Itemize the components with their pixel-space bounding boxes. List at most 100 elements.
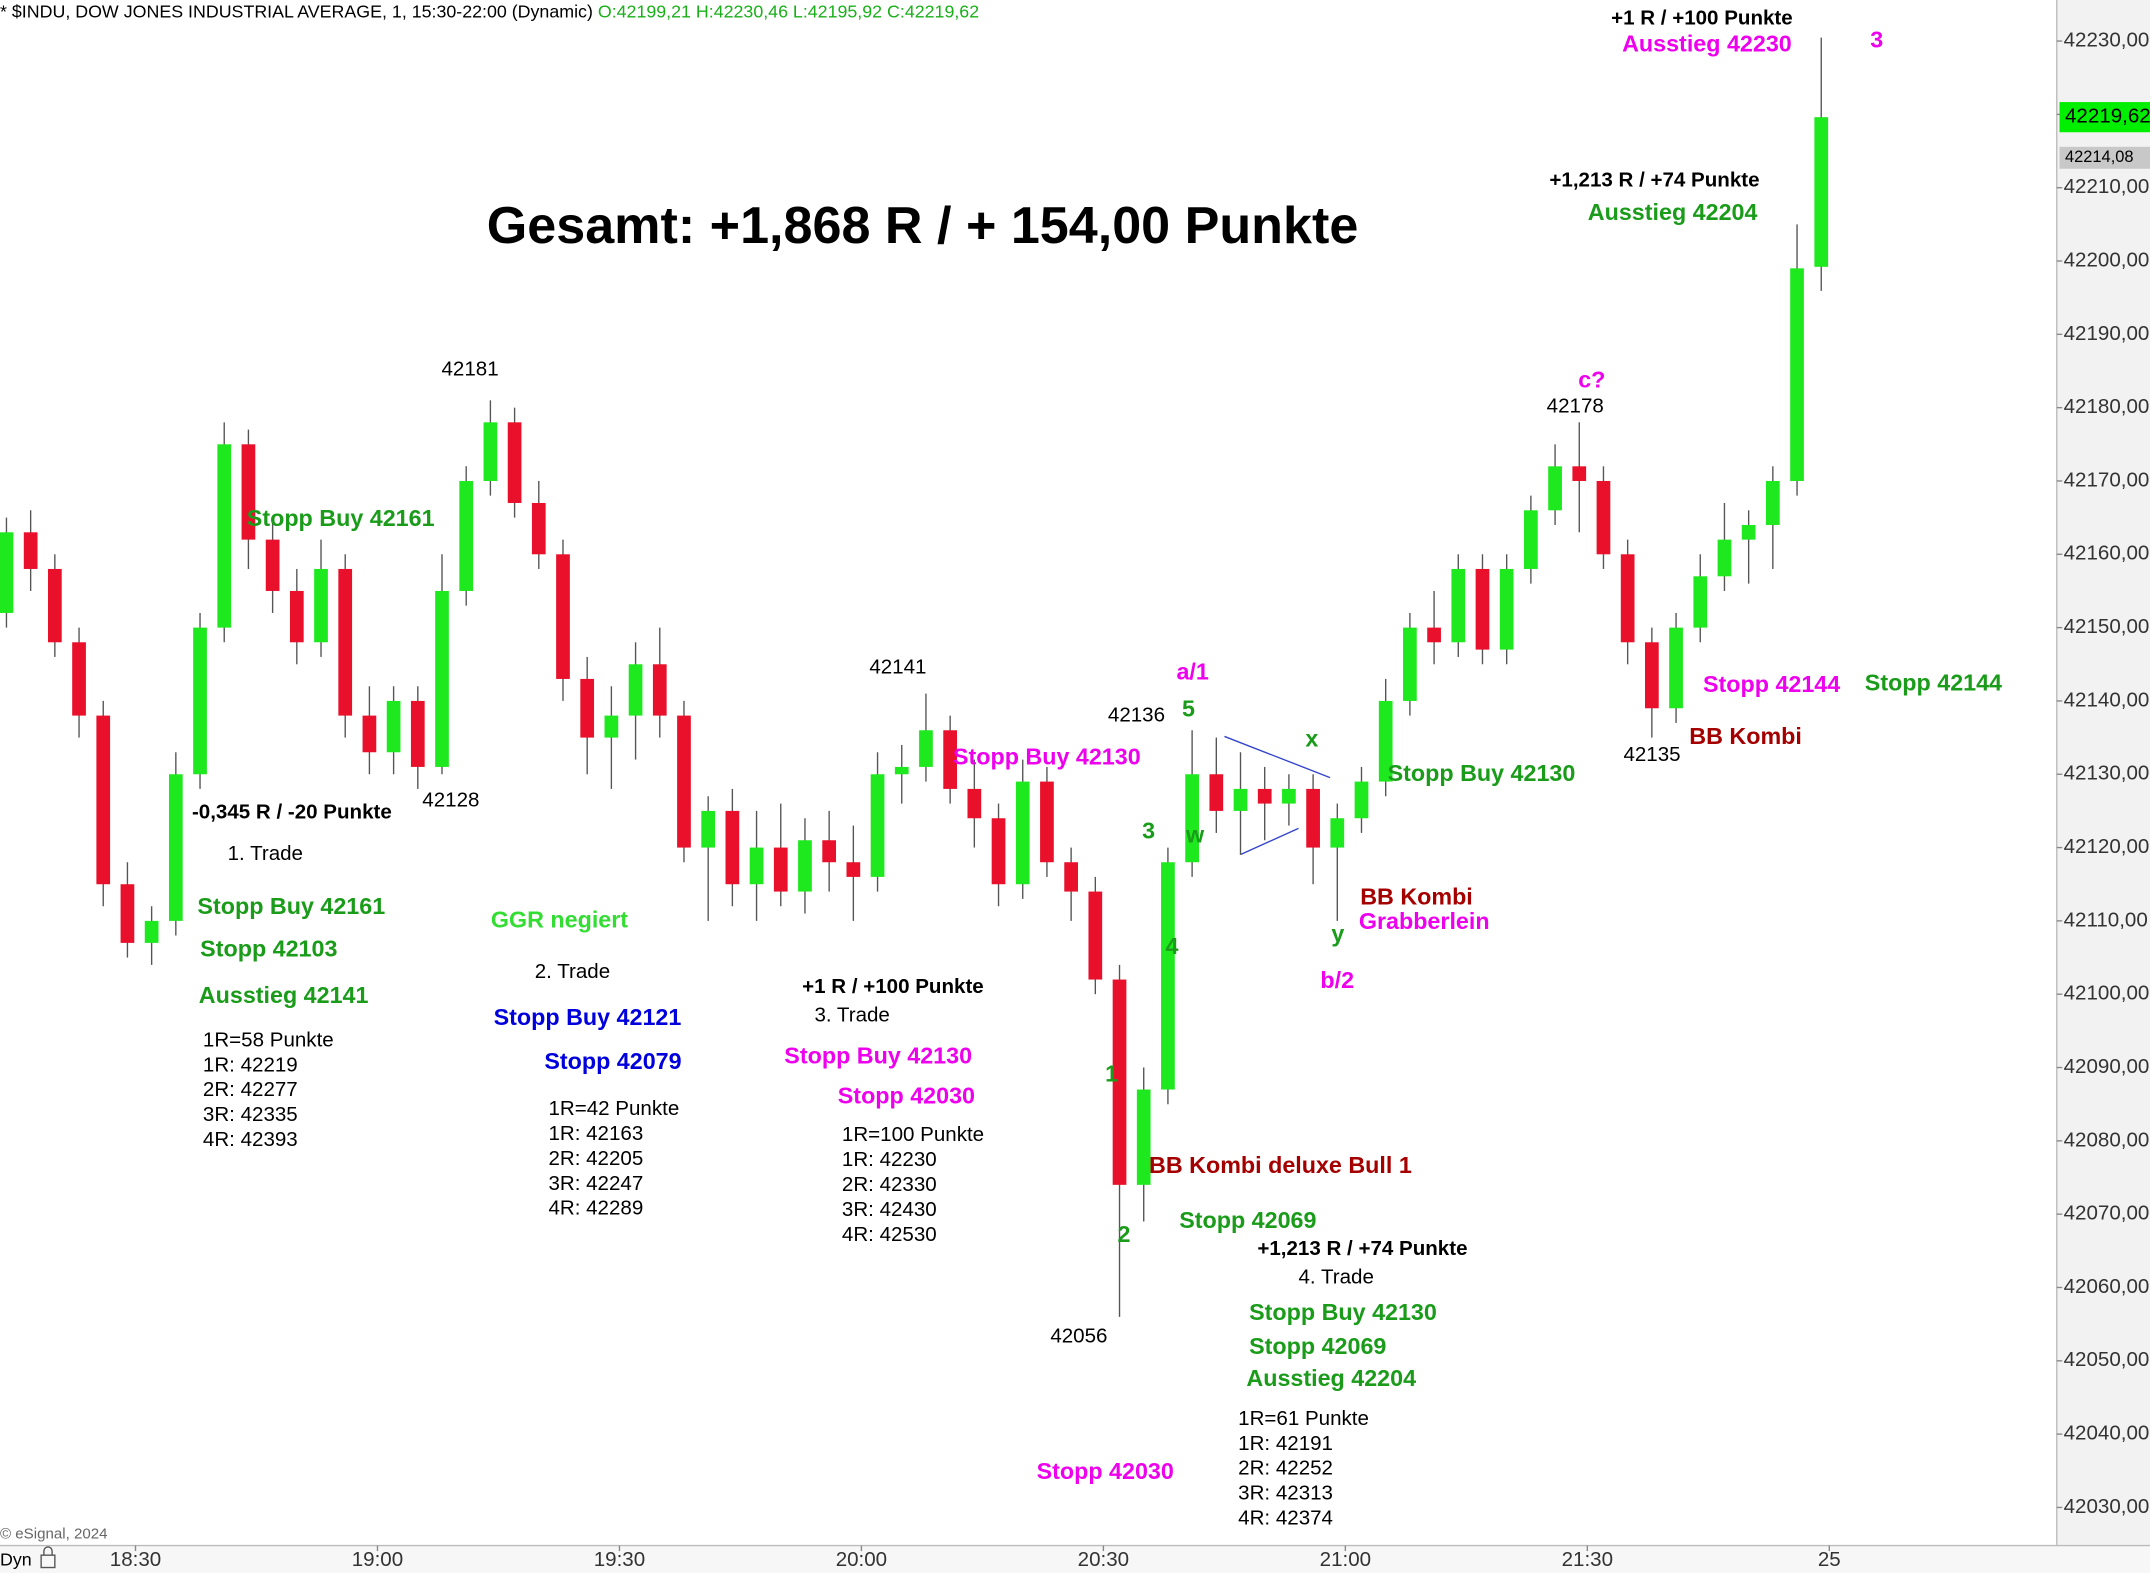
y-tick-label: 42060,00 <box>2064 1275 2150 1298</box>
candle-body <box>1790 268 1804 481</box>
annotation: 42128 <box>422 788 479 811</box>
annotation: +1 R / +100 Punkte <box>1611 7 1793 30</box>
price-axis-panel <box>2056 0 2150 1573</box>
annotation: Stopp Buy 42130 <box>953 744 1141 770</box>
triangle-line <box>1240 827 1299 856</box>
candle-body <box>1136 1089 1151 1185</box>
annotation: Stopp Buy 42161 <box>247 505 435 531</box>
annotation: 42141 <box>869 655 926 678</box>
candle-body <box>47 568 62 643</box>
trade-level: 4R: 42393 <box>203 1128 298 1151</box>
candle-body <box>386 700 401 753</box>
candle-body <box>870 774 885 877</box>
candle-body <box>1620 554 1635 643</box>
candle-body <box>435 590 449 767</box>
candle-body <box>798 840 812 892</box>
candle-body <box>72 642 86 716</box>
y-tick-label: 42080,00 <box>2064 1128 2150 1151</box>
candle-body <box>628 664 643 716</box>
candle-body <box>483 422 498 481</box>
annotation: Ausstieg 42141 <box>199 982 369 1008</box>
candle-body <box>1427 627 1441 643</box>
trade-level: 1R=100 Punkte <box>842 1123 984 1146</box>
candle-body <box>0 532 14 613</box>
y-tick-label: 42050,00 <box>2064 1348 2150 1371</box>
candle-body <box>144 920 159 943</box>
candle-body <box>1378 700 1393 782</box>
y-tick-label: 42210,00 <box>2064 175 2150 198</box>
candle-body <box>1475 568 1490 650</box>
annotation: Ausstieg 42204 <box>1588 199 1758 225</box>
y-tick-label: 42140,00 <box>2064 688 2150 711</box>
candle-body <box>120 884 135 943</box>
lock-icon <box>40 1546 56 1569</box>
price-tag-label: 42219,62 <box>2065 105 2150 128</box>
annotation: Gesamt: +1,868 R / + 154,00 Punkte <box>487 197 1359 255</box>
lock-shackle <box>43 1546 53 1556</box>
annotation: c? <box>1578 366 1605 392</box>
y-tick-label: 42230,00 <box>2064 28 2150 51</box>
annotation: 2. Trade <box>535 960 610 983</box>
trade-level: 3R: 42313 <box>1238 1482 1333 1505</box>
annotation: 4. Trade <box>1299 1266 1374 1289</box>
candle-body <box>1451 568 1466 643</box>
annotation: x <box>1305 726 1318 752</box>
x-tick-label: 25 <box>1818 1548 1841 1571</box>
x-tick-label: 20:00 <box>836 1548 887 1571</box>
y-tick-label: 42110,00 <box>2064 908 2148 931</box>
header-symbol: * $INDU, DOW JONES INDUSTRIAL AVERAGE, 1… <box>0 1 593 21</box>
candle-body <box>217 444 232 628</box>
candle-body <box>507 422 522 503</box>
annotation: 42178 <box>1547 395 1604 418</box>
annotation: Stopp 42069 <box>1179 1207 1316 1233</box>
annotation: Stopp 42030 <box>1037 1458 1174 1484</box>
candle-body <box>1354 781 1369 819</box>
candle-body <box>846 862 861 877</box>
y-tick-label: 42180,00 <box>2064 395 2150 418</box>
candle-body <box>991 818 1006 885</box>
candle-body <box>556 554 570 679</box>
annotation: 5 <box>1182 696 1195 722</box>
annotation: Stopp 42079 <box>544 1048 681 1074</box>
trade-level: 2R: 42205 <box>548 1147 643 1170</box>
annotation: Stopp Buy 42121 <box>494 1004 682 1030</box>
candle-body <box>1209 774 1224 811</box>
annotation: Stopp Buy 42130 <box>784 1043 972 1069</box>
candle-body <box>96 715 111 885</box>
candle-body <box>725 810 740 885</box>
annotation: Stopp 42030 <box>838 1082 975 1108</box>
trade-level: 1R=42 Punkte <box>548 1097 679 1120</box>
candle-body <box>314 568 328 643</box>
candle-body <box>531 502 546 555</box>
annotation: +1,213 R / +74 Punkte <box>1549 168 1759 191</box>
candle-body <box>459 480 474 591</box>
trade-level: 4R: 42289 <box>548 1197 643 1220</box>
y-tick-label: 42100,00 <box>2064 982 2150 1005</box>
annotation: Ausstieg 42230 <box>1622 30 1792 56</box>
trade-level: 2R: 42252 <box>1238 1457 1333 1480</box>
candle-body <box>1596 480 1611 555</box>
candle-body <box>338 568 353 716</box>
annotation: y <box>1331 920 1344 946</box>
annotation: 42181 <box>442 358 499 381</box>
y-tick-label: 42120,00 <box>2064 835 2150 858</box>
candle-body <box>1645 642 1659 709</box>
annotation: a/1 <box>1176 659 1208 685</box>
y-tick-label: 42070,00 <box>2064 1202 2150 1225</box>
candle-body <box>652 664 667 716</box>
candle-body <box>1185 774 1199 863</box>
trade-level: 1R: 42219 <box>203 1053 298 1076</box>
annotation: Stopp 42144 <box>1865 669 2002 695</box>
time-axis-panel <box>0 1545 2150 1573</box>
candle-body <box>1015 781 1030 885</box>
x-tick-label: 20:30 <box>1078 1548 1129 1571</box>
candle-body <box>1741 524 1756 540</box>
candle-body <box>362 715 377 753</box>
candle-body <box>23 532 38 569</box>
y-tick-label: 42190,00 <box>2064 322 2150 345</box>
candle-body <box>1330 818 1345 848</box>
x-tick-label: 19:30 <box>594 1548 645 1571</box>
annotation: 3. Trade <box>814 1004 889 1027</box>
candle-body <box>1257 788 1272 804</box>
annotation: 42135 <box>1623 743 1680 766</box>
